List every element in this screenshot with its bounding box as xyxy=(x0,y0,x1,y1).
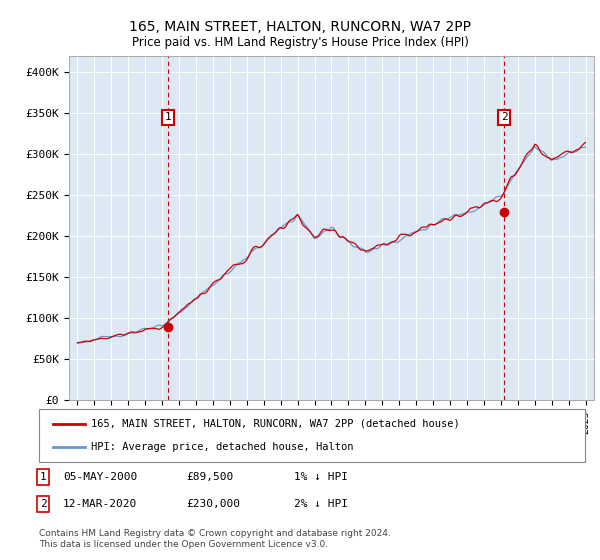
Text: 2: 2 xyxy=(501,113,508,123)
Text: 165, MAIN STREET, HALTON, RUNCORN, WA7 2PP (detached house): 165, MAIN STREET, HALTON, RUNCORN, WA7 2… xyxy=(91,419,460,429)
Text: £230,000: £230,000 xyxy=(186,499,240,509)
Text: 1% ↓ HPI: 1% ↓ HPI xyxy=(294,472,348,482)
Text: 12-MAR-2020: 12-MAR-2020 xyxy=(63,499,137,509)
FancyBboxPatch shape xyxy=(39,409,585,462)
Text: 1: 1 xyxy=(164,113,172,123)
Text: 165, MAIN STREET, HALTON, RUNCORN, WA7 2PP: 165, MAIN STREET, HALTON, RUNCORN, WA7 2… xyxy=(129,20,471,34)
Text: Price paid vs. HM Land Registry's House Price Index (HPI): Price paid vs. HM Land Registry's House … xyxy=(131,36,469,49)
Text: HPI: Average price, detached house, Halton: HPI: Average price, detached house, Halt… xyxy=(91,442,353,452)
Text: Contains HM Land Registry data © Crown copyright and database right 2024.
This d: Contains HM Land Registry data © Crown c… xyxy=(39,529,391,549)
Text: 2: 2 xyxy=(40,499,47,509)
Text: 2% ↓ HPI: 2% ↓ HPI xyxy=(294,499,348,509)
Text: 05-MAY-2000: 05-MAY-2000 xyxy=(63,472,137,482)
Text: £89,500: £89,500 xyxy=(186,472,233,482)
Text: 1: 1 xyxy=(40,472,47,482)
